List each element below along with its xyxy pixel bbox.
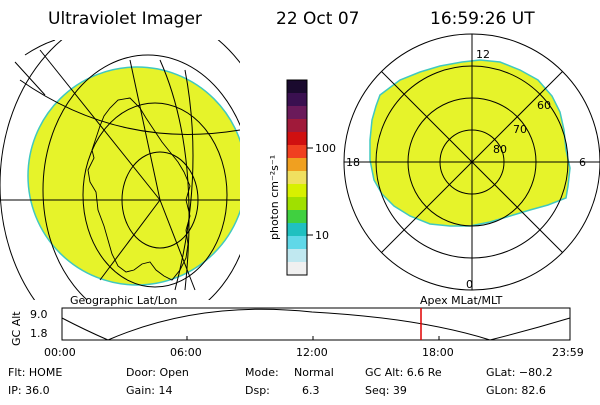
altitude-xtick-label: 18:00 — [422, 346, 454, 359]
altitude-ylabel: GC Alt — [10, 311, 23, 346]
colorbar-band — [287, 132, 307, 146]
altitude-ytick-high: 9.0 — [30, 308, 48, 321]
mlt-label-6: 6 — [579, 156, 586, 169]
colorbar-band — [287, 158, 307, 172]
meridian — [174, 69, 194, 291]
colorbar-band — [287, 184, 307, 198]
instrument-title: Ultraviolet Imager — [48, 9, 202, 29]
colorbar-band — [287, 80, 307, 94]
glat-status: GLat: −80.2 — [486, 366, 553, 379]
colorbar-band — [287, 249, 307, 263]
colorbar-band — [287, 119, 307, 133]
arc — [24, 40, 56, 56]
dsp-value: 6.3 — [302, 384, 320, 397]
colorbar-unit-label: photon cm⁻²s⁻¹ — [268, 155, 281, 240]
time-label: 16:59:26 UT — [430, 9, 535, 29]
geographic-image-panel: Geographic Lat/Lon — [0, 40, 240, 307]
lat-circle-60 — [42, 54, 240, 300]
meridian — [19, 79, 240, 135]
colorbar-band — [287, 197, 307, 211]
altitude-plot-frame — [61, 307, 571, 341]
ip-status: IP: 36.0 — [8, 384, 50, 397]
sequence-status: Seq: 39 — [365, 384, 407, 397]
meridian — [159, 59, 190, 291]
colorbar-band — [287, 93, 307, 107]
colorbar-frame — [286, 79, 308, 276]
colorbar-band — [287, 223, 307, 237]
colorbar: 100 10 photon cm⁻²s⁻¹ — [268, 79, 336, 276]
auroral-oval-image — [369, 59, 571, 227]
gc-altitude-status: GC Alt: 6.6 Re — [365, 366, 442, 379]
mlt-label-18: 18 — [346, 156, 360, 169]
status-footer: Flt: HOME IP: 36.0 Door: Open Gain: 14 M… — [8, 366, 553, 397]
colorbar-band — [287, 262, 307, 276]
colorbar-band — [287, 145, 307, 159]
gain-status: Gain: 14 — [126, 384, 173, 397]
colorbar-bands — [287, 80, 307, 276]
colorbar-band — [287, 171, 307, 185]
altitude-ytick-low: 1.8 — [30, 327, 48, 340]
flight-status: Flt: HOME — [8, 366, 62, 379]
mode-value: Normal — [294, 366, 334, 379]
dsp-label: Dsp: — [245, 384, 270, 397]
altitude-plot: GC Alt 9.0 1.8 00:00 06:00 12:00 18:00 2… — [10, 307, 584, 359]
magnetic-polar-panel: 12 18 6 0 60 70 80 Apex MLat/MLT — [343, 33, 600, 307]
date-label: 22 Oct 07 — [276, 9, 359, 29]
altitude-xtick-label: 12:00 — [296, 346, 328, 359]
right-panel-label: Apex MLat/MLT — [420, 294, 503, 307]
mode-label: Mode: — [245, 366, 279, 379]
colorbar-band — [287, 210, 307, 224]
meridian — [159, 199, 196, 291]
colorbar-tick-10: 10 — [315, 229, 329, 242]
coastline — [87, 97, 191, 281]
lat-circle-70 — [82, 102, 228, 288]
orbit-altitude-curve — [61, 308, 571, 341]
mlt-label-12: 12 — [476, 48, 490, 61]
mlat-label-80: 80 — [493, 143, 507, 156]
altitude-xtick-label: 00:00 — [44, 346, 76, 359]
mlt-line-diagonal — [381, 71, 563, 253]
mlat-label-70: 70 — [513, 123, 527, 136]
door-status: Door: Open — [126, 366, 189, 379]
meridian — [99, 199, 161, 281]
mlat-label-60: 60 — [537, 99, 551, 112]
colorbar-band — [287, 106, 307, 120]
colorbar-tick-100: 100 — [315, 142, 336, 155]
altitude-xtick-label: 23:59 — [552, 346, 584, 359]
meridian — [129, 59, 161, 201]
earth-disk — [27, 66, 240, 286]
altitude-xtick-label: 06:00 — [170, 346, 202, 359]
meridian — [14, 61, 46, 96]
mlt-label-0: 0 — [466, 278, 473, 291]
left-panel-label: Geographic Lat/Lon — [70, 294, 177, 307]
glon-status: GLon: 82.6 — [486, 384, 546, 397]
colorbar-band — [287, 236, 307, 250]
